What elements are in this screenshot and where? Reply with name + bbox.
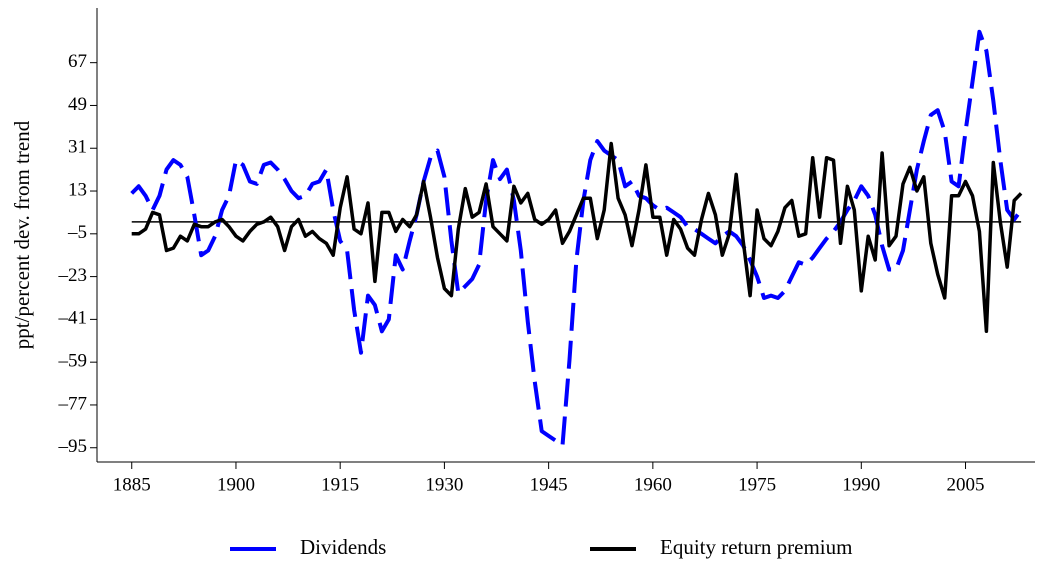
legend-label: Dividends: [300, 535, 386, 559]
y-tick-label: –59: [58, 351, 88, 372]
x-tick-label: 1975: [738, 474, 776, 495]
x-tick-label: 2005: [947, 474, 985, 495]
y-tick-label: –5: [67, 222, 87, 243]
y-tick-label: 49: [68, 94, 87, 115]
x-tick-label: 1900: [217, 474, 255, 495]
y-tick-label: 67: [68, 51, 87, 72]
line-series: [131, 141, 1023, 334]
x-tick-label: 1960: [634, 474, 672, 495]
y-tick-label: –41: [58, 308, 88, 329]
x-tick-label: 1885: [113, 474, 151, 495]
y-axis-label: ppt/percent dev. from trend: [10, 120, 34, 349]
line-series: [130, 29, 1023, 448]
y-tick-label: –77: [58, 393, 88, 414]
y-tick-label: –23: [58, 265, 88, 286]
x-tick-label: 1945: [530, 474, 568, 495]
x-tick-label: 1990: [842, 474, 880, 495]
y-tick-label: 13: [68, 179, 87, 200]
y-tick-label: 31: [68, 137, 87, 158]
legend-label: Equity return premium: [660, 535, 852, 559]
y-tick-label: –95: [58, 436, 88, 457]
x-tick-label: 1915: [321, 474, 359, 495]
x-tick-label: 1930: [425, 474, 463, 495]
